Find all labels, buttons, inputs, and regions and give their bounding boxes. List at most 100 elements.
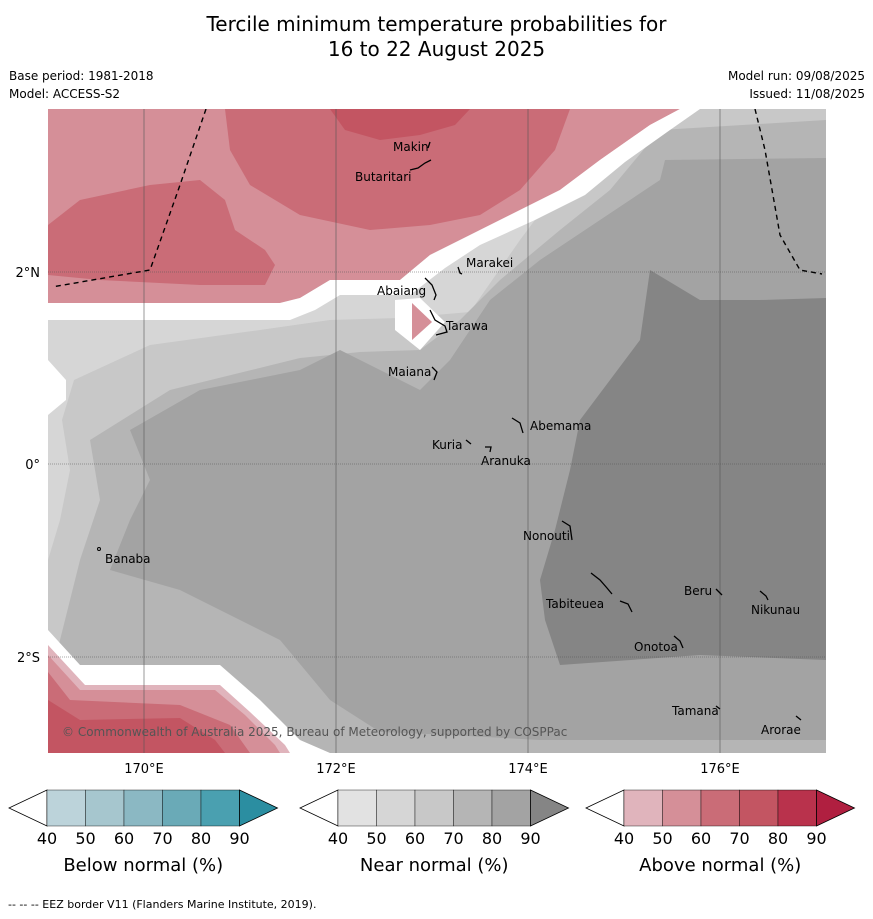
colorbar-segment (46, 789, 86, 827)
label-tarawa: Tarawa (445, 319, 488, 333)
colorbar-tick-label: 60 (691, 829, 711, 848)
above-70-region-top (330, 109, 470, 140)
grid-lines (143, 109, 721, 753)
map-area: Makin Butaritari Marakei Abaiang Tarawa … (48, 109, 826, 753)
island-onotoa (673, 635, 684, 649)
colorbar-under-triangle (299, 789, 339, 827)
copyright-notice: © Commonwealth of Australia 2025, Bureau… (62, 725, 567, 739)
island-tabiteuea-north (590, 572, 613, 595)
colorbar-segment (376, 789, 416, 827)
island-tamana (715, 705, 721, 710)
title-line-1: Tercile minimum temperature probabilitie… (206, 12, 667, 36)
colorbar-tick-label: 90 (229, 829, 249, 848)
colorbar-under-triangle (585, 789, 625, 827)
island-nikunau (759, 590, 769, 601)
colorbar-tick-label: 70 (152, 829, 172, 848)
colorbar-tick-label: 90 (520, 829, 540, 848)
island-abemama (511, 417, 524, 434)
colorbar-tick-label: 80 (482, 829, 502, 848)
colorbar-tick-label: 60 (405, 829, 425, 848)
island-arorae (795, 715, 802, 721)
axis-labels: 170°E 172°E 174°E 176°E 2°N 0° 2°S (16, 266, 740, 777)
colorbar-tick-label: 40 (37, 829, 57, 848)
above-50-region-tarawa (412, 303, 432, 340)
colorbar-3: 40 50 60 70 80 90 Above normal (%) (585, 789, 856, 876)
near-90-region (540, 270, 826, 665)
title-line-2: 16 to 22 August 2025 (327, 37, 546, 61)
colorbar-segment (662, 789, 702, 827)
colorbar-over-triangle (816, 789, 856, 827)
island-abaiang (424, 277, 437, 301)
colorbar-segment (739, 789, 779, 827)
label-abemama: Abemama (530, 419, 591, 433)
colorbar-2: 40 50 60 70 80 90 Near normal (%) (299, 789, 570, 876)
colorbar-label: Below normal (%) (63, 855, 223, 876)
lon-label-174e: 174°E (508, 762, 548, 777)
colorbar-label: Near normal (%) (360, 855, 509, 876)
colorbar-tick-label: 70 (443, 829, 463, 848)
colorbar-tick-label: 40 (328, 829, 348, 848)
label-nikunau: Nikunau (751, 603, 800, 617)
colorbar-segment (700, 789, 740, 827)
colorbar-segment (623, 789, 663, 827)
colorbar-over-triangle (239, 789, 279, 827)
lat-label-2n: 2°N (16, 266, 41, 281)
eez-footer-note: -- -- -- EEZ border V11 (Flanders Marine… (8, 898, 317, 911)
model-name: Model: ACCESS-S2 (9, 87, 121, 101)
island-beru (715, 588, 723, 596)
colorbar-segment (414, 789, 454, 827)
label-beru: Beru (684, 584, 712, 598)
colorbar-under-triangle (8, 789, 48, 827)
map-title: Tercile minimum temperature probabilitie… (0, 12, 873, 62)
lat-label-2s: 2°S (17, 651, 40, 666)
label-aranuka: Aranuka (481, 454, 531, 468)
model-run: Model run: 09/08/2025 (727, 69, 865, 83)
island-makin (427, 141, 431, 149)
colorbar-tick-label: 50 (652, 829, 672, 848)
lon-label-170e: 170°E (124, 762, 164, 777)
label-marakei: Marakei (466, 256, 513, 270)
eez-border (51, 109, 823, 288)
meta-right: Model run: 09/08/2025 Issued: 11/08/2025 (728, 67, 865, 103)
above-60-region-top (225, 109, 570, 230)
colorbar-tick-label: 90 (806, 829, 826, 848)
label-banaba: Banaba (105, 552, 151, 566)
label-butaritari: Butaritari (355, 170, 412, 184)
colorbar-tick-label: 50 (75, 829, 95, 848)
label-tabiteuea: Tabiteuea (545, 597, 604, 611)
label-onotoa: Onotoa (634, 640, 678, 654)
island-outlines (409, 141, 802, 721)
lon-label-172e: 172°E (316, 762, 356, 777)
colorbar-tick-label: 40 (614, 829, 634, 848)
label-abaiang: Abaiang (377, 284, 426, 298)
colorbar-tick-label: 60 (114, 829, 134, 848)
meta-left: Base period: 1981-2018 Model: ACCESS-S2 (9, 67, 154, 103)
island-kuria (465, 439, 472, 445)
label-maiana: Maiana (388, 365, 431, 379)
colorbar-1: 40 50 60 70 80 90 Below normal (%) (8, 789, 279, 876)
lat-grid-lines (48, 271, 826, 658)
colorbar-segment (453, 789, 493, 827)
colorbar-label: Above normal (%) (639, 855, 801, 876)
colorbar-tick-label: 80 (768, 829, 788, 848)
above-70-region-bottom (48, 700, 225, 753)
lon-label-176e: 176°E (700, 762, 740, 777)
lat-label-0: 0° (25, 458, 40, 473)
colorbar-segment (491, 789, 531, 827)
label-makin: Makin (393, 140, 429, 154)
label-tamana: Tamana (671, 704, 719, 718)
place-labels: Makin Butaritari Marakei Abaiang Tarawa … (105, 140, 801, 737)
colorbar-segment (337, 789, 377, 827)
base-period: Base period: 1981-2018 (9, 69, 154, 83)
colorbar-tick-label: 50 (366, 829, 386, 848)
issued-date: Issued: 11/08/2025 (749, 87, 865, 101)
label-nonouti: Nonouti (523, 529, 570, 543)
label-kuria: Kuria (432, 438, 463, 452)
island-marakei (457, 266, 463, 275)
colorbar-over-triangle (530, 789, 570, 827)
colorbar-segment (123, 789, 163, 827)
island-banaba (97, 547, 101, 551)
legends: 40 50 60 70 80 90 Below normal (%) 40 50 60 70 80 90… (8, 789, 856, 876)
white-wedge-left (48, 360, 66, 415)
